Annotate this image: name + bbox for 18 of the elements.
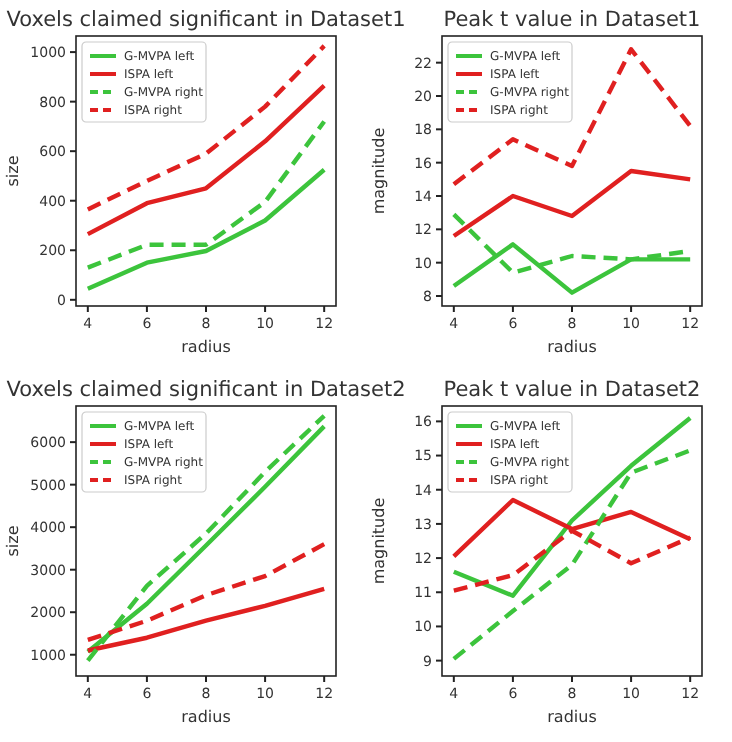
line-series [451,47,693,187]
y-axis-title: magnitude [370,127,388,215]
line-series [85,586,327,653]
x-axis-title: radius [547,338,597,356]
line-series [85,43,327,212]
y-axis-title: size [4,155,22,187]
x-axis-title: radius [547,708,597,726]
line-series [85,83,327,237]
line-series [451,168,693,239]
y-axis-title: size [4,525,22,557]
line-series [85,541,327,643]
y-axis-title: magnitude [370,497,388,585]
chart-title: Peak t value in Dataset1 [443,8,701,32]
chart-title: Voxels claimed significant in Dataset1 [6,8,406,32]
chart-title: Voxels claimed significant in Dataset2 [6,378,406,402]
x-axis-title: radius [181,338,231,356]
chart-title: Peak t value in Dataset2 [443,378,701,402]
x-axis-title: radius [181,708,231,726]
